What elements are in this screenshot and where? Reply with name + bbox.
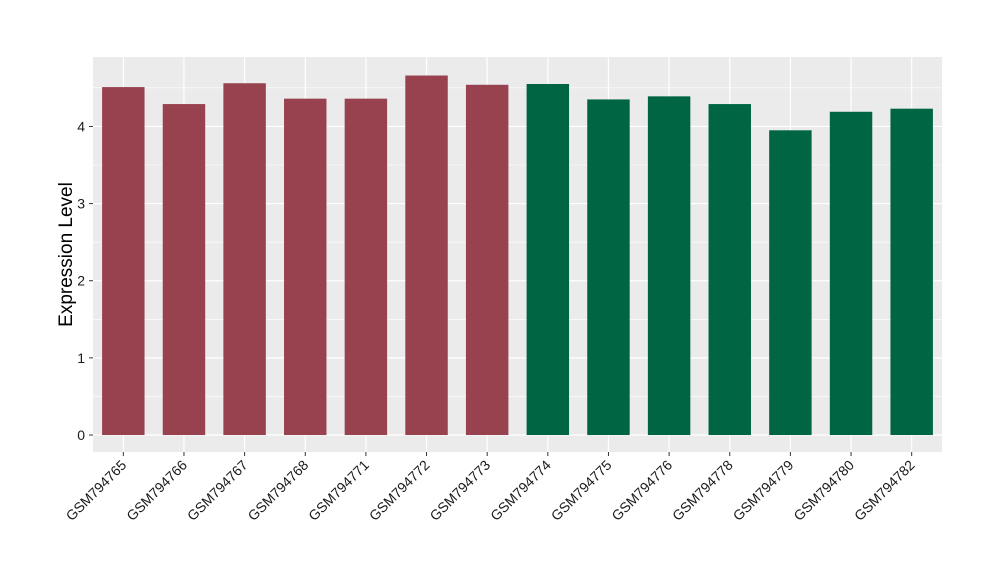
y-axis: 0 1 2 3 4 (77, 118, 93, 443)
bar-GSM794773 (465, 84, 509, 436)
bars (102, 75, 933, 436)
y-tick-label: 3 (77, 196, 85, 212)
bar-GSM794774 (526, 84, 570, 436)
bar-GSM794778 (708, 104, 751, 436)
x-tick-label: GSM794776 (608, 457, 675, 524)
x-tick-label: GSM794771 (305, 457, 372, 524)
x-tick-label: GSM794775 (548, 457, 615, 524)
y-tick-label: 0 (77, 427, 85, 443)
bar-GSM794779 (769, 130, 812, 436)
bar-GSM794768 (284, 98, 327, 436)
bar-GSM794775 (587, 99, 630, 436)
x-axis: GSM794765GSM794766GSM794767GSM794768GSM7… (63, 452, 918, 524)
bar-GSM794771 (344, 98, 388, 436)
x-tick-label: GSM794767 (184, 457, 251, 524)
x-tick-label: GSM794768 (244, 457, 311, 524)
x-tick-label: GSM794780 (790, 457, 857, 524)
y-tick-label: 4 (77, 118, 85, 134)
bar-GSM794772 (405, 75, 448, 436)
x-tick-label: GSM794782 (851, 457, 918, 524)
x-tick-label: GSM794773 (426, 457, 493, 524)
bar-GSM794782 (890, 108, 933, 436)
bar-GSM794766 (162, 104, 206, 436)
bar-GSM794765 (102, 87, 145, 436)
x-tick-label: GSM794778 (669, 457, 736, 524)
y-axis-title: Expression Level (56, 182, 77, 327)
bar-GSM794780 (829, 111, 873, 436)
plot-panel (93, 57, 942, 452)
x-tick-label: GSM794766 (123, 457, 190, 524)
x-tick-label: GSM794765 (63, 457, 130, 524)
x-tick-label: GSM794772 (366, 457, 433, 524)
bar-GSM794776 (647, 96, 691, 436)
y-tick-label: 1 (77, 350, 85, 366)
y-tick-label: 2 (77, 273, 85, 289)
x-tick-label: GSM794774 (487, 457, 554, 524)
x-tick-label: GSM794779 (730, 457, 797, 524)
bar-GSM794767 (223, 83, 266, 436)
